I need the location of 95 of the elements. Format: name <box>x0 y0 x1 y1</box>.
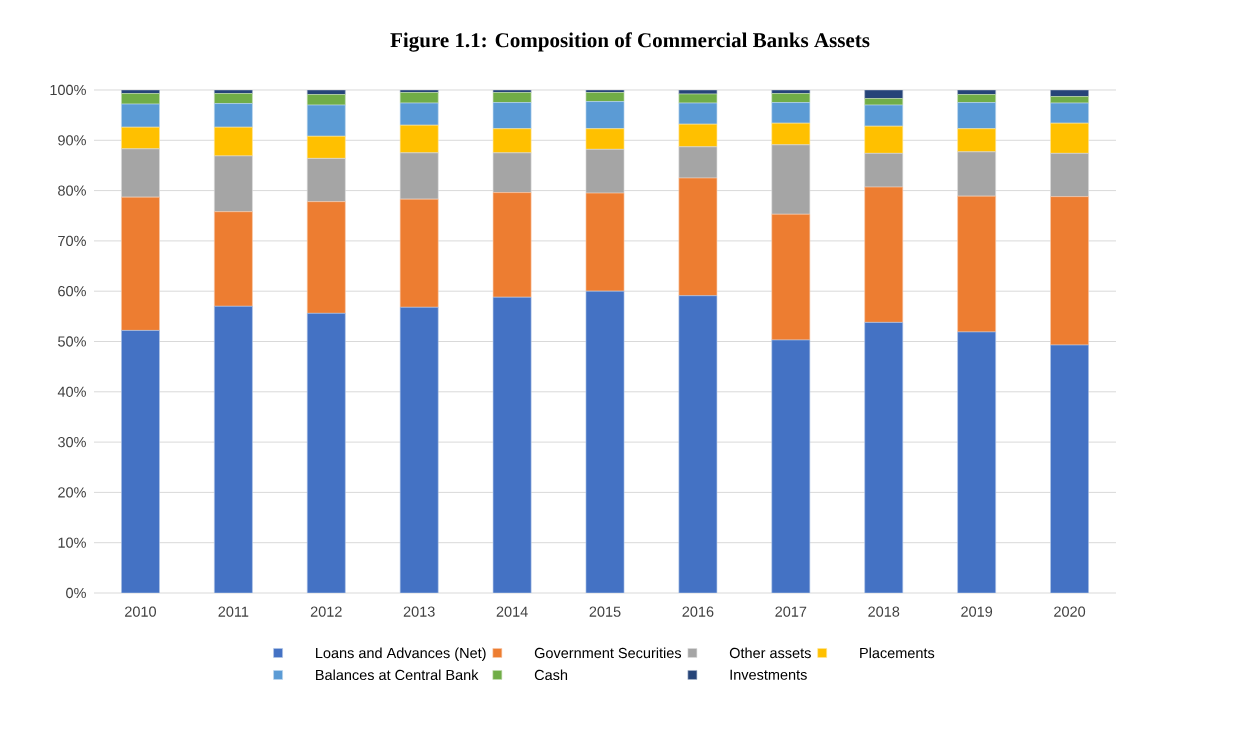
bar <box>399 152 439 200</box>
bar <box>214 211 253 307</box>
bar <box>1050 153 1089 197</box>
bar <box>864 89 904 99</box>
y-tick-label: 70% <box>58 235 86 247</box>
y-tick-label: 40% <box>57 386 86 397</box>
bar <box>957 151 996 197</box>
bar <box>864 322 904 593</box>
bar <box>214 305 253 593</box>
y-tick-label: 60% <box>58 286 86 297</box>
bar <box>1050 344 1089 593</box>
x-tick-label: 2019 <box>961 606 993 617</box>
bar <box>771 213 811 341</box>
x-tick-label: 2010 <box>125 606 157 617</box>
bar <box>399 102 439 126</box>
bar <box>957 195 996 333</box>
legend-label: Cash <box>534 669 568 681</box>
bar <box>399 92 439 104</box>
bar <box>585 192 625 292</box>
bar <box>121 93 160 105</box>
y-tick-label: 30% <box>58 436 86 448</box>
chart-title: Figure 1.1: Composition of Commercial Banks Assets <box>390 32 870 52</box>
bar <box>1050 196 1089 346</box>
bar <box>492 152 532 193</box>
legend-label: Investments <box>730 669 807 680</box>
bar <box>957 128 996 153</box>
bar <box>214 155 253 213</box>
x-tick-label: 2012 <box>310 606 342 617</box>
x-tick-label: 2016 <box>682 606 714 617</box>
legend-label: Placements <box>860 647 935 659</box>
bar <box>1050 122 1089 154</box>
bar <box>214 93 253 104</box>
y-tick-label: 90% <box>58 135 86 146</box>
x-tick-label: 2017 <box>775 606 807 617</box>
bar <box>121 330 160 593</box>
bar <box>864 104 904 127</box>
bar <box>678 123 718 148</box>
bar <box>864 153 904 188</box>
bar <box>306 104 346 137</box>
bar <box>121 103 160 128</box>
bar <box>957 331 996 593</box>
x-tick-label: 2020 <box>1054 606 1086 617</box>
y-tick-label: 80% <box>58 185 86 196</box>
bar <box>585 290 625 593</box>
x-tick-label: 2011 <box>218 606 249 617</box>
y-tick-label: 10% <box>58 537 86 548</box>
x-tick-label: 2013 <box>403 606 435 617</box>
bar <box>957 102 996 130</box>
y-tick-label: 20% <box>58 487 86 498</box>
bar <box>678 177 718 297</box>
bar <box>678 146 718 179</box>
bar <box>957 94 996 103</box>
legend-label: Balances at Central Bank <box>316 669 479 681</box>
bar <box>585 149 625 194</box>
bar <box>771 144 811 215</box>
bar <box>399 124 439 154</box>
bar <box>864 125 904 154</box>
bar <box>678 93 718 104</box>
bar <box>214 103 253 128</box>
x-tick-label: 2018 <box>868 606 900 617</box>
x-tick-label: 2014 <box>496 606 528 617</box>
bar <box>214 126 253 157</box>
bar <box>492 102 532 130</box>
bar <box>771 93 811 103</box>
y-tick-label: 50% <box>58 336 86 347</box>
bar <box>399 306 439 593</box>
bar <box>585 92 625 102</box>
legend-label: Government Securities <box>534 647 682 659</box>
bar <box>121 148 160 198</box>
y-tick-label: 0% <box>66 587 86 599</box>
y-tick-label: 100% <box>50 84 86 96</box>
legend-label: Loans and Advances (Net) <box>316 647 486 661</box>
bar <box>585 101 625 130</box>
bar <box>121 196 160 331</box>
bar <box>1050 102 1089 124</box>
bar <box>306 158 346 202</box>
bar <box>771 122 811 146</box>
bar <box>306 313 346 593</box>
legend-label: Other assets <box>729 647 811 659</box>
bar <box>864 186 904 323</box>
bar <box>492 296 532 593</box>
bar <box>306 201 346 314</box>
x-tick-label: 2015 <box>589 606 621 617</box>
bar <box>121 126 160 150</box>
bar <box>399 198 439 308</box>
bar <box>306 135 346 159</box>
bar <box>306 94 346 106</box>
bar <box>585 128 625 150</box>
bar <box>492 92 532 103</box>
bar <box>492 128 532 154</box>
bar <box>492 192 532 298</box>
bar <box>678 102 718 125</box>
bar <box>771 102 811 124</box>
bar <box>678 295 718 593</box>
bar <box>771 339 811 593</box>
